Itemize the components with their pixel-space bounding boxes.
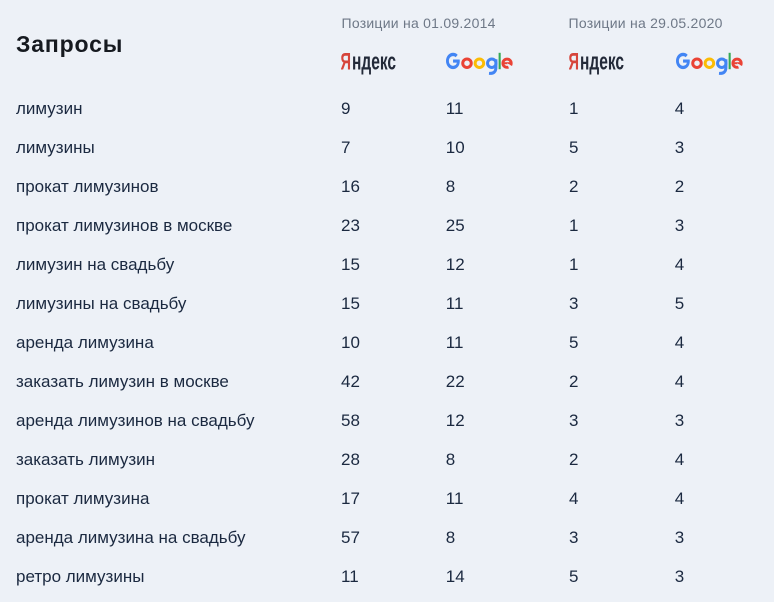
svg-text:ндекс: ндекс xyxy=(352,51,396,76)
svg-text:ндекс: ндекс xyxy=(580,51,624,76)
svg-text:Я: Я xyxy=(569,51,579,76)
svg-text:Я: Я xyxy=(341,51,351,76)
